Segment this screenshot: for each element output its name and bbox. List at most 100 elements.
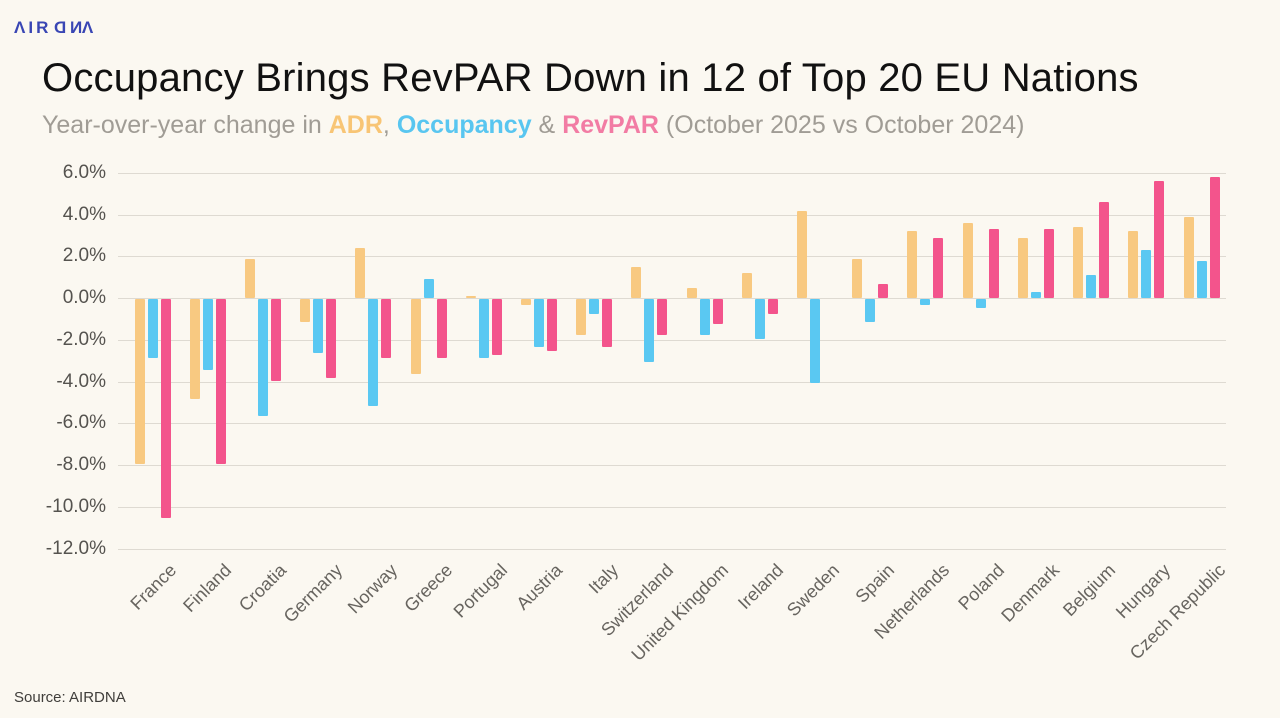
bar-adr-belgium <box>1073 227 1084 299</box>
gridline--6.0 <box>118 423 1226 425</box>
logo-letter: Λ <box>14 18 29 37</box>
y-tick-label: -4.0% <box>56 370 106 392</box>
bar-revpar-croatia <box>270 299 281 381</box>
bar-adr-france <box>134 299 145 464</box>
x-label-france: France <box>126 560 181 614</box>
y-tick-label: 6.0% <box>62 162 106 183</box>
x-label-belgium: Belgium <box>1058 560 1119 621</box>
bar-adr-czech-republic <box>1183 216 1194 299</box>
x-label-austria: Austria <box>512 560 567 614</box>
bar-adr-switzerland <box>631 266 642 299</box>
x-label-spain: Spain <box>851 560 898 607</box>
y-tick-label: -2.0% <box>56 328 106 350</box>
bar-revpar-france <box>160 299 171 519</box>
bar-revpar-united-kingdom <box>712 299 723 325</box>
bar-revpar-spain <box>878 283 889 299</box>
bar-occupancy-norway <box>368 299 379 406</box>
x-label-germany: Germany <box>279 560 346 627</box>
chart-subtitle: Year-over-year change in ADR, Occupancy … <box>42 111 1024 140</box>
x-label-greece: Greece <box>400 560 457 616</box>
legend-revpar-label: RevPAR <box>562 111 659 139</box>
bar-revpar-norway <box>381 299 392 358</box>
bar-occupancy-greece <box>423 279 434 299</box>
legend-adr-label: ADR <box>328 111 383 139</box>
gridline--8.0 <box>118 465 1226 467</box>
x-label-united-kingdom: United Kingdom <box>627 560 733 665</box>
logo-letter: I <box>28 18 37 37</box>
bar-occupancy-czech-republic <box>1196 260 1207 299</box>
y-tick-label: 2.0% <box>62 245 106 267</box>
bar-occupancy-germany <box>313 299 324 354</box>
legend-occupancy-label: Occupancy <box>396 111 532 139</box>
subtitle-prefix: Year-over-year change in <box>42 111 329 139</box>
gridline-2.0 <box>118 256 1226 258</box>
airdna-logo: ΛIRDNΛ <box>14 18 96 38</box>
bar-adr-denmark <box>1017 237 1028 299</box>
bar-occupancy-denmark <box>1030 291 1041 299</box>
subtitle-sep1: , <box>382 111 397 139</box>
bar-adr-norway <box>355 248 366 299</box>
bar-adr-netherlands <box>907 231 918 299</box>
bar-occupancy-croatia <box>257 299 268 416</box>
x-label-sweden: Sweden <box>782 560 843 621</box>
x-label-czech-republic: Czech Republic <box>1125 560 1230 664</box>
bar-revpar-germany <box>326 299 337 379</box>
bar-occupancy-netherlands <box>920 299 931 306</box>
bar-revpar-austria <box>546 299 557 352</box>
source-note: Source: AIRDNA <box>14 689 126 706</box>
gridline-4.0 <box>118 214 1226 216</box>
bar-adr-sweden <box>797 210 808 299</box>
bar-adr-ireland <box>741 273 752 299</box>
x-label-portugal: Portugal <box>449 560 512 622</box>
bar-occupancy-belgium <box>1086 275 1097 299</box>
bar-occupancy-switzerland <box>644 299 655 362</box>
x-label-ireland: Ireland <box>734 560 788 614</box>
bar-adr-austria <box>520 299 531 306</box>
logo-letter: R <box>36 18 52 37</box>
bar-occupancy-sweden <box>810 299 821 383</box>
bar-revpar-denmark <box>1043 229 1054 299</box>
bar-occupancy-united-kingdom <box>699 299 710 335</box>
bar-adr-italy <box>576 299 587 335</box>
bar-revpar-switzerland <box>657 299 668 335</box>
bar-revpar-ireland <box>767 299 778 314</box>
bar-revpar-czech-republic <box>1209 177 1220 299</box>
bar-revpar-portugal <box>491 299 502 356</box>
y-tick-label: -8.0% <box>56 454 106 476</box>
bar-occupancy-spain <box>865 299 876 323</box>
logo-letter: Λ <box>81 18 97 37</box>
y-tick-label: -6.0% <box>56 412 106 434</box>
bar-adr-portugal <box>465 296 476 299</box>
bar-occupancy-france <box>147 299 158 358</box>
gridline--10.0 <box>118 506 1226 508</box>
y-tick-label: 4.0% <box>62 203 106 225</box>
bar-revpar-hungary <box>1154 181 1165 299</box>
bar-adr-poland <box>962 223 973 299</box>
bar-revpar-poland <box>988 229 999 299</box>
gridline-6.0 <box>118 173 1226 174</box>
x-label-finland: Finland <box>179 560 236 616</box>
gridline--4.0 <box>118 381 1226 383</box>
bar-revpar-italy <box>602 299 613 348</box>
x-label-italy: Italy <box>584 560 622 598</box>
y-tick-label: 0.0% <box>62 287 106 309</box>
y-tick-label: -10.0% <box>45 495 106 517</box>
subtitle-suffix: (October 2025 vs October 2024) <box>658 111 1025 139</box>
bar-adr-germany <box>300 299 311 323</box>
bar-revpar-greece <box>436 299 447 358</box>
gridline--2.0 <box>118 339 1226 341</box>
chart-title: Occupancy Brings RevPAR Down in 12 of To… <box>42 56 1139 100</box>
y-tick-label: -12.0% <box>45 537 106 559</box>
gridline-0.0 <box>118 298 1226 300</box>
bar-adr-hungary <box>1128 231 1139 299</box>
bar-revpar-belgium <box>1099 202 1110 299</box>
gridline--12.0 <box>118 548 1226 550</box>
bar-occupancy-italy <box>589 299 600 314</box>
bar-occupancy-ireland <box>754 299 765 339</box>
bar-occupancy-austria <box>533 299 544 348</box>
bar-occupancy-poland <box>975 299 986 308</box>
x-label-denmark: Denmark <box>997 560 1064 626</box>
bar-revpar-finland <box>215 299 226 464</box>
subtitle-sep2: & <box>531 111 563 139</box>
